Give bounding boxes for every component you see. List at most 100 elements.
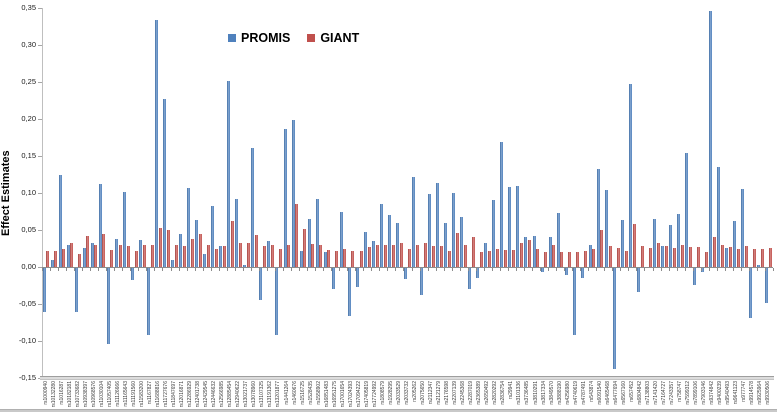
y-tick-mark <box>38 156 42 157</box>
zero-tick-mark <box>435 268 437 271</box>
zero-tick-mark <box>716 268 718 271</box>
x-tick-label-rs10938397: rs10938397 <box>82 381 89 408</box>
y-tick-mark <box>38 267 42 268</box>
x-tick-label-rs7599312: rs7599312 <box>685 381 692 405</box>
x-tick-label-rs11583200: rs11583200 <box>138 381 145 408</box>
x-tick-label-rs13078960: rs13078960 <box>251 381 258 408</box>
bar-giant-rs2176598 <box>447 251 451 267</box>
y-tick-mark <box>38 82 42 83</box>
bar-promis-rs10968576 <box>90 243 94 267</box>
x-tick-label-rs3736485: rs3736485 <box>524 381 531 405</box>
zero-tick-mark <box>748 268 750 271</box>
bar-giant-rs9400239 <box>720 244 724 267</box>
zero-tick-mark <box>218 268 220 271</box>
y-tick-label: 0,25 <box>21 77 36 86</box>
zero-tick-mark <box>467 268 469 271</box>
bar-giant-rs13078960 <box>255 235 259 267</box>
x-tick-label-rs1016287: rs1016287 <box>58 381 65 405</box>
bar-giant-rs7141420 <box>656 242 660 267</box>
bar-giant-rs7164727 <box>664 246 668 267</box>
bar-giant-rs1016287 <box>62 248 66 267</box>
bar-giant-rs2245368 <box>463 244 467 267</box>
bar-promis-rs2245368 <box>460 216 464 267</box>
zero-tick-mark <box>523 268 525 271</box>
x-tick-label-rs13107325: rs13107325 <box>259 381 266 408</box>
zero-tick-mark <box>684 268 686 271</box>
bar-promis-rs2207139 <box>452 193 456 267</box>
bar-promis-rs12446632 <box>211 206 215 267</box>
y-tick-mark <box>38 45 42 46</box>
zero-tick-mark <box>620 268 622 271</box>
zero-tick-mark <box>250 268 252 271</box>
bar-promis-rs29941 <box>508 187 512 267</box>
zero-tick-mark <box>773 268 774 271</box>
bar-giant-rs2033732 <box>407 248 411 267</box>
bar-giant-rs1528435 <box>311 244 315 267</box>
x-tick-label-rs2207139: rs2207139 <box>452 381 459 405</box>
bar-promis-rs6567160 <box>620 220 624 267</box>
bar-promis-rs7903146 <box>701 268 705 272</box>
bar-promis-rs12401738 <box>195 220 199 267</box>
bar-giant-rs10968576 <box>94 244 98 267</box>
bar-giant-rs10132280 <box>54 250 58 267</box>
zero-tick-mark <box>556 268 558 271</box>
bar-giant-rs2112347 <box>431 245 435 267</box>
bar-promis-rs10132280 <box>50 259 54 267</box>
zero-tick-mark <box>154 268 156 271</box>
bar-giant-rs7243357 <box>672 247 676 267</box>
bar-giant-rs2287019 <box>471 237 475 267</box>
zero-tick-mark <box>106 268 108 271</box>
x-tick-label-rs11191560: rs11191560 <box>130 381 137 407</box>
zero-tick-mark <box>668 268 670 271</box>
x-tick-label-rs17094222: rs17094222 <box>355 381 362 408</box>
bar-promis-rs17724992 <box>371 241 375 267</box>
bar-promis-rs1516725 <box>299 250 303 267</box>
x-tick-label-rs10733682: rs10733682 <box>74 381 81 408</box>
bar-promis-rs2365389 <box>476 268 480 278</box>
x-tick-label-rs13021737: rs13021737 <box>243 381 250 408</box>
x-tick-label-rs10132280: rs10132280 <box>50 381 57 408</box>
bar-promis-rs2033529 <box>395 223 399 267</box>
x-tick-label-rs2121279: rs2121279 <box>436 381 443 405</box>
zero-tick-mark <box>419 268 421 271</box>
x-tick-label-rs3810291: rs3810291 <box>532 381 539 405</box>
bar-giant-rs10182181 <box>70 242 74 267</box>
bar-promis-rs11126666 <box>114 238 118 267</box>
bar-giant-rs9925964 <box>761 249 765 267</box>
zero-tick-mark <box>724 268 726 271</box>
x-tick-label-rs1167827: rs1167827 <box>146 381 153 405</box>
x-tick-label-rs12885454: rs12885454 <box>227 381 234 408</box>
x-tick-label-rs29941: rs29941 <box>508 381 515 400</box>
x-tick-label-rs16851483: rs16851483 <box>323 381 330 408</box>
bar-promis-rs1016287 <box>58 175 62 267</box>
x-tick-label-rs6091540: rs6091540 <box>596 381 603 405</box>
zero-baseline <box>42 267 773 268</box>
bar-promis-rs2121279 <box>436 183 440 267</box>
zero-tick-mark <box>596 268 598 271</box>
bar-giant-rs2207139 <box>455 232 459 267</box>
bar-giant-rs17001654 <box>343 249 347 267</box>
bar-giant-rs7599312 <box>688 247 692 267</box>
x-tick-label-rs11727676: rs11727676 <box>163 381 169 408</box>
x-tick-label-rs205262: rs205262 <box>412 381 419 402</box>
bar-giant-rs13201877 <box>279 248 283 267</box>
zero-tick-mark <box>291 268 293 271</box>
zero-tick-mark <box>58 268 60 271</box>
bar-promis-rs11727676 <box>163 99 166 267</box>
bar-promis-rs977747 <box>741 188 745 267</box>
bar-giant-rs3810291 <box>536 248 540 267</box>
x-tick-label-rs6477694: rs6477694 <box>612 381 619 405</box>
bar-giant-rs9641123 <box>737 249 741 267</box>
zero-tick-mark <box>572 268 574 271</box>
bar-promis-rs657452 <box>628 84 632 267</box>
zero-tick-mark <box>740 268 742 271</box>
zero-tick-mark <box>580 268 582 271</box>
zero-tick-mark <box>363 268 365 271</box>
bar-giant-rs2033529 <box>399 242 403 267</box>
bar-promis-rs9914578 <box>749 268 753 319</box>
bar-promis-rs11030104 <box>98 184 102 267</box>
x-tick-label-rs12429545: rs12429545 <box>203 381 210 408</box>
bar-promis-rs205262 <box>412 176 416 267</box>
bar-giant-rs12401738 <box>198 234 202 267</box>
bar-promis-rs3810291 <box>532 235 536 267</box>
